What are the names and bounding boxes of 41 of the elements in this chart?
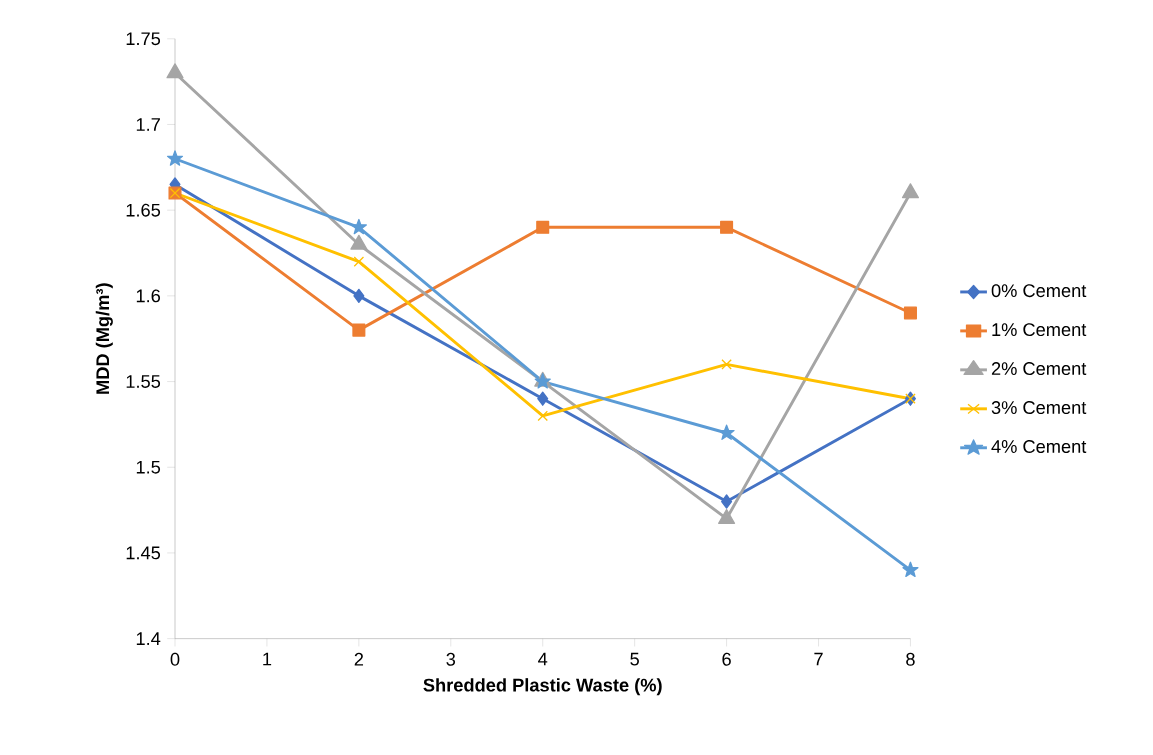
point [721,494,733,509]
point [352,323,366,337]
point [537,391,549,406]
point [353,256,365,267]
y-tick-label: 1.6 [136,289,161,303]
x-tick-label: 0 [170,652,180,666]
y-axis-title: MDD (Mg/m³) [95,283,113,394]
point [901,183,919,199]
legend-label: 4% Cement [991,440,1087,453]
x-tick-label: 1 [263,652,272,666]
y-tick-label: 1.45 [126,546,161,560]
x-tick-label: 5 [630,652,639,666]
y-tick-label: 1.5 [136,460,161,474]
point [166,150,184,166]
y-tick-label: 1.7 [136,118,160,131]
point [166,63,184,79]
y-tick-label: 1.75 [126,32,161,46]
point [536,220,550,234]
x-tick-label: 8 [906,652,915,666]
legend-label: 2% Cement [991,362,1087,376]
x-tick-label: 4 [538,652,548,666]
point [350,234,368,250]
point [537,410,548,422]
legend-label: 0% Cement [991,284,1087,298]
legend-label: 1% Cement [992,323,1087,337]
x-tick-label: 3 [446,652,456,666]
legend-label: 3% Cement [991,401,1087,414]
x-axis-title: Shredded Plastic Waste (%) [423,678,662,696]
point [720,220,734,234]
x-tick-label: 7 [814,652,823,666]
point [353,288,365,304]
point [350,218,367,235]
x-tick-label: 6 [722,652,731,666]
point [903,306,917,320]
y-tick-label: 1.65 [126,203,161,217]
y-tick-label: 1.4 [136,632,161,645]
x-tick-label: 2 [354,652,364,666]
y-tick-label: 1.55 [126,375,161,388]
point [721,359,732,370]
point [902,561,919,578]
point [718,424,735,440]
